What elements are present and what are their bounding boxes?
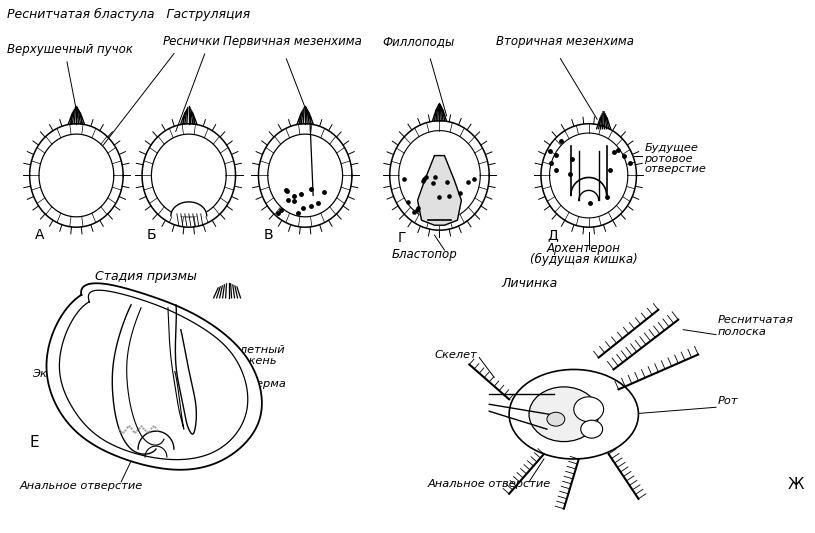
- Polygon shape: [171, 202, 207, 216]
- Polygon shape: [549, 133, 628, 218]
- Text: Скелет: Скелет: [434, 350, 478, 360]
- Text: Скелетный
стержень: Скелетный стержень: [218, 345, 285, 367]
- Text: ротовое: ротовое: [645, 154, 693, 164]
- Polygon shape: [541, 124, 637, 227]
- Polygon shape: [46, 283, 262, 470]
- Text: Ж: Ж: [787, 477, 804, 492]
- Text: Г: Г: [398, 231, 406, 245]
- Polygon shape: [152, 134, 227, 217]
- Polygon shape: [258, 124, 352, 227]
- Text: Анальное отверстие: Анальное отверстие: [20, 481, 143, 491]
- Text: Бластопор: Бластопор: [392, 248, 457, 261]
- Polygon shape: [142, 124, 236, 227]
- Text: Энтодерма: Энтодерма: [218, 379, 285, 390]
- Text: Реснички: Реснички: [163, 35, 221, 48]
- Text: отверстие: отверстие: [645, 165, 707, 174]
- Ellipse shape: [509, 369, 638, 459]
- Polygon shape: [399, 131, 480, 220]
- Text: Б: Б: [147, 228, 156, 242]
- Ellipse shape: [547, 412, 565, 426]
- Text: Стадия призмы: Стадия призмы: [95, 270, 197, 283]
- Text: Вторичная мезенхима: Вторичная мезенхима: [496, 35, 634, 48]
- Ellipse shape: [574, 397, 604, 422]
- Polygon shape: [390, 121, 489, 230]
- Text: Первичная мезенхима: Первичная мезенхима: [222, 35, 362, 48]
- Text: Д: Д: [547, 228, 557, 242]
- Text: В: В: [263, 228, 273, 242]
- Polygon shape: [39, 134, 114, 217]
- Text: Е: Е: [29, 435, 39, 450]
- Text: Архентерон: Архентерон: [547, 242, 621, 255]
- Polygon shape: [268, 134, 342, 217]
- Text: Эктодерма: Эктодерма: [32, 369, 98, 379]
- Text: Анальное отверстие: Анальное отверстие: [428, 479, 551, 489]
- Text: Будущее: Будущее: [645, 143, 698, 152]
- Text: (будущая кишка): (будущая кишка): [530, 253, 637, 266]
- Text: Рот: Рот: [718, 396, 738, 406]
- Text: Реснитчатая бластула   Гаструляция: Реснитчатая бластула Гаструляция: [7, 8, 250, 21]
- Ellipse shape: [581, 420, 602, 438]
- Text: Верхушечный пучок: Верхушечный пучок: [7, 43, 133, 56]
- Polygon shape: [29, 124, 123, 227]
- Polygon shape: [417, 156, 461, 225]
- Text: Личинка: Личинка: [501, 277, 557, 290]
- Text: Реснитчатая
полоска: Реснитчатая полоска: [718, 315, 794, 337]
- Ellipse shape: [529, 387, 599, 441]
- Text: Филлоподы: Филлоподы: [383, 35, 455, 48]
- Text: А: А: [34, 228, 44, 242]
